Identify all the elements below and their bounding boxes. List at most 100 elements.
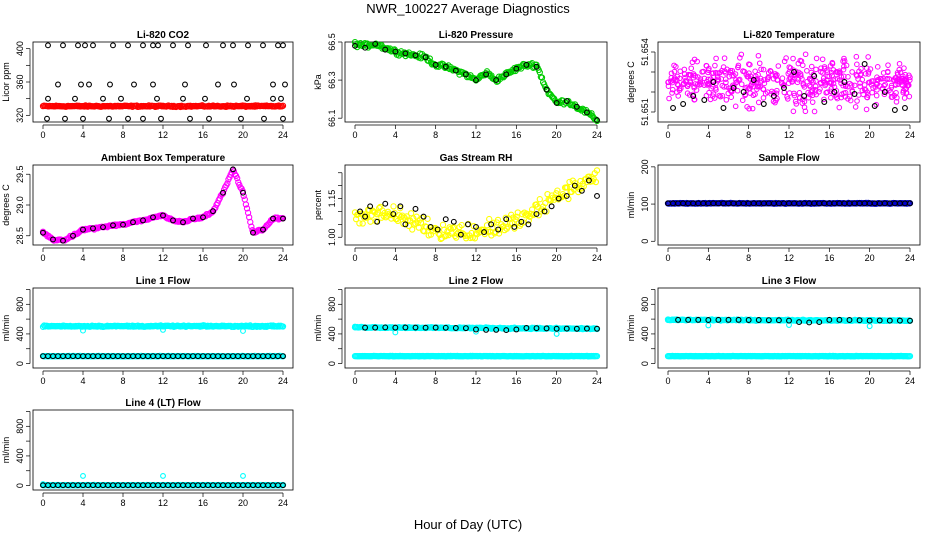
data-point [682,74,688,81]
x-tick-label: 12 [471,253,481,263]
data-point [715,316,722,323]
data-point [774,87,780,94]
data-point [758,66,764,73]
x-tick-label: 12 [158,130,168,140]
data-point [565,195,572,203]
data-point [438,235,446,242]
data-point [907,200,913,207]
x-tick-label: 0 [665,130,670,140]
y-tick-label: 800 [15,297,25,312]
data-point [674,73,681,80]
data-point [881,82,887,89]
data-point [839,91,845,98]
data-point [82,42,88,49]
data-point [906,353,914,360]
x-tick-label: 20 [865,253,875,263]
data-point [880,75,886,82]
data-point [734,87,741,94]
data-point [801,93,808,99]
data-point [760,66,767,73]
data-point [372,324,379,331]
data-point [901,95,908,101]
data-point [437,235,444,243]
data-point [423,223,430,231]
data-point [412,205,419,212]
data-point [493,77,500,84]
data-point [245,42,251,49]
data-point [743,71,750,78]
data-point [770,93,777,99]
series-hourly [352,40,600,124]
series-top [45,42,286,49]
data-point [563,193,570,199]
data-point [392,48,399,55]
data-point [170,42,176,49]
data-point [710,70,716,76]
data-point [730,85,737,91]
data-point [675,82,682,88]
data-point [891,107,898,113]
data-point [511,223,518,230]
data-point [382,46,389,53]
x-tick-label: 24 [592,130,602,140]
data-point [800,80,807,87]
data-point [120,221,126,228]
data-point [796,90,803,96]
y-tick-label: 0 [15,361,25,366]
series-hourly [40,166,286,244]
data-point [765,317,772,324]
data-point [230,42,236,49]
data-point [427,223,434,230]
y-tick-label: 29.0 [15,196,25,214]
data-point [854,61,860,68]
data-point [901,65,907,71]
series-high-dips [80,326,246,334]
data-point [362,44,369,51]
data-point [432,324,439,331]
data-point [242,201,250,208]
data-point [80,226,86,233]
data-point [78,81,84,88]
data-point [533,61,540,68]
data-point [190,215,196,222]
series-hourly [40,482,286,489]
data-point [840,73,847,80]
data-point [363,213,371,220]
data-point [180,95,186,102]
data-point [543,325,550,332]
data-point [824,69,831,75]
data-point [442,216,449,223]
data-point [676,85,683,92]
data-point [810,79,816,85]
data-point [224,180,231,187]
data-point [593,167,601,174]
data-point [80,472,86,479]
data-point [821,64,828,70]
data-point [473,223,479,230]
data-point [563,325,570,332]
data-point [280,42,286,49]
data-point [240,472,246,479]
data-point [806,82,813,89]
plot-frame [32,164,294,246]
data-point [726,73,733,80]
data-point [871,103,878,109]
x-tick-label: 0 [352,130,357,140]
data-point [110,42,116,49]
data-point [270,215,276,222]
panel-pressure: Li-820 Pressure kPa 0 4 8 12 16 20 24 66.1 66.3 66.… [313,30,608,140]
data-point [394,217,402,225]
data-point [685,316,692,323]
data-point [818,65,824,71]
data-point [513,326,520,333]
data-point [793,101,800,107]
data-point [697,78,704,85]
data-point [873,101,880,108]
data-point [422,54,429,61]
data-point [86,81,92,88]
series-hourly [362,324,600,334]
y-axis-label: Licor ppm [1,62,11,102]
data-point [721,55,728,61]
data-point [791,69,797,75]
series-trend [351,167,601,243]
